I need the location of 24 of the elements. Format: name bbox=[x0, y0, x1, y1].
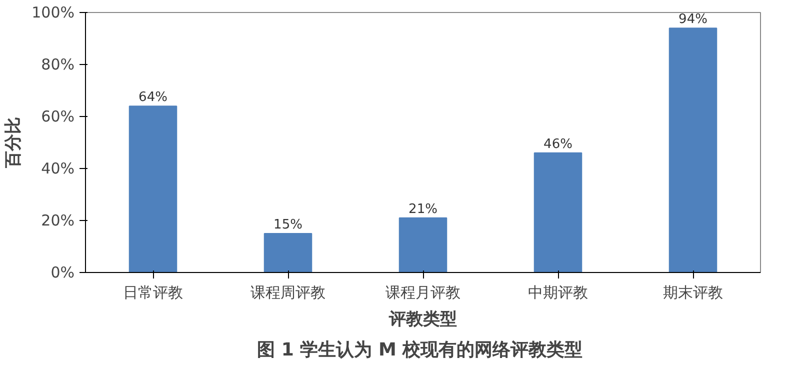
x-tick-label: 中期评教 bbox=[528, 284, 588, 302]
y-axis-title: 百分比 bbox=[4, 117, 24, 169]
y-tick-label: 0% bbox=[50, 264, 74, 282]
bar bbox=[534, 152, 582, 272]
x-axis-title: 评教类型 bbox=[388, 310, 457, 330]
x-tick-label: 课程周评教 bbox=[250, 284, 326, 302]
bar bbox=[128, 106, 178, 272]
x-tick-label: 期末评教 bbox=[663, 284, 723, 302]
data-label: 21% bbox=[408, 202, 438, 217]
y-tick-label: 20% bbox=[41, 212, 75, 230]
x-tick-label: 课程月评教 bbox=[386, 284, 460, 302]
text: 图 1 学生认为 M 校现有的网络评教类型 bbox=[257, 340, 583, 360]
bar bbox=[264, 233, 312, 272]
data-label: 46% bbox=[544, 136, 572, 152]
bar bbox=[668, 28, 718, 272]
y-tick-label: 40% bbox=[41, 160, 75, 178]
data-label: 64% bbox=[138, 90, 168, 106]
x-tick-label: 日常评教 bbox=[123, 284, 183, 302]
bar bbox=[398, 217, 448, 272]
data-label: 94% bbox=[678, 12, 708, 28]
data-label: 15% bbox=[274, 218, 302, 232]
y-tick-label: 60% bbox=[41, 108, 75, 126]
y-tick-label: 80% bbox=[41, 56, 75, 74]
y-tick-label: 100% bbox=[32, 4, 75, 22]
